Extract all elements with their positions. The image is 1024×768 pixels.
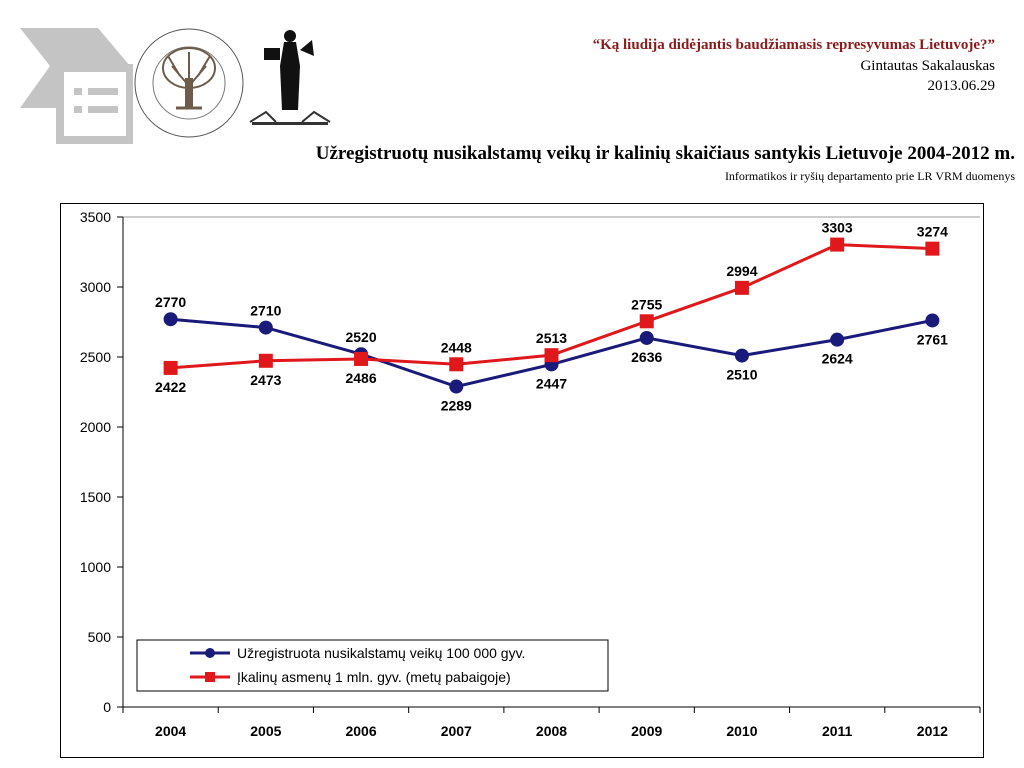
x-tick-label: 2005 (250, 723, 281, 739)
series-1-point (449, 379, 464, 394)
legend-marker (205, 672, 215, 682)
legend-label: Įkalinų asmenų 1 mln. gyv. (metų pabaigo… (237, 669, 511, 685)
series-2-point (544, 348, 559, 363)
criminology-association-logo (134, 28, 244, 138)
data-label: 2624 (822, 351, 853, 367)
data-label: 2447 (536, 375, 567, 391)
data-label: 2486 (345, 370, 376, 386)
slide-title: Užregistruotų nusikalstamų veikų ir kali… (315, 143, 1015, 164)
presentation-date: 2013.06.29 (927, 78, 996, 94)
x-tick-label: 2008 (536, 723, 567, 739)
series-1-point (925, 313, 940, 328)
series-2-point (925, 241, 940, 256)
y-tick-label: 1500 (80, 489, 111, 505)
x-tick-label: 2009 (631, 723, 662, 739)
series-1-point (258, 320, 273, 335)
data-source-note: Informatikos ir ryšių departamento prie … (724, 169, 1015, 183)
series-1-point (163, 312, 178, 327)
x-tick-label: 2011 (822, 723, 853, 739)
series-2-point (163, 360, 178, 375)
y-tick-label: 2000 (80, 419, 111, 435)
x-tick-label: 2012 (917, 723, 948, 739)
x-tick-label: 2007 (441, 723, 472, 739)
law-institute-logo (249, 30, 331, 125)
data-label: 3274 (917, 224, 948, 240)
series-2-point (830, 237, 845, 252)
slide-icon (20, 28, 133, 144)
data-label: 2636 (631, 349, 662, 365)
series-1-point (639, 330, 654, 345)
data-label: 2422 (155, 379, 186, 395)
data-label: 2710 (250, 303, 281, 319)
data-label: 2994 (726, 263, 757, 279)
x-tick-label: 2010 (726, 723, 757, 739)
presentation-title: “Ką liudija didėjantis baudžiamasis repr… (592, 37, 995, 53)
data-label: 2520 (345, 329, 376, 345)
y-tick-label: 1000 (80, 559, 111, 575)
y-tick-label: 2500 (80, 349, 111, 365)
list-document-shape (56, 64, 133, 144)
legend (136, 639, 609, 692)
data-label: 2513 (536, 330, 567, 346)
y-tick-label: 3000 (80, 279, 111, 295)
legend-marker (205, 648, 215, 658)
y-tick-label: 0 (103, 699, 111, 715)
series-1-point (734, 348, 749, 363)
data-label: 2473 (250, 372, 281, 388)
author-name: Gintautas Sakalauskas (860, 58, 995, 74)
data-label: 2510 (726, 367, 757, 383)
data-label: 2448 (441, 339, 472, 355)
y-tick-label: 500 (88, 629, 112, 645)
data-label: 2755 (631, 296, 662, 312)
data-label: 2761 (917, 331, 948, 347)
series-2-point (639, 314, 654, 329)
data-label: 2289 (441, 398, 472, 414)
series-1-point (830, 332, 845, 347)
data-label: 2770 (155, 294, 186, 310)
x-tick-label: 2006 (345, 723, 376, 739)
series-2-point (354, 351, 369, 366)
data-label: 3303 (822, 220, 853, 236)
series-2-point (734, 280, 749, 295)
y-tick-label: 3500 (80, 209, 111, 225)
series-2-point (449, 357, 464, 372)
series-2-point (258, 353, 273, 368)
x-tick-label: 2004 (155, 723, 186, 739)
legend-label: Užregistruota nusikalstamų veikų 100 000… (237, 645, 525, 661)
chart-frame (60, 203, 984, 758)
